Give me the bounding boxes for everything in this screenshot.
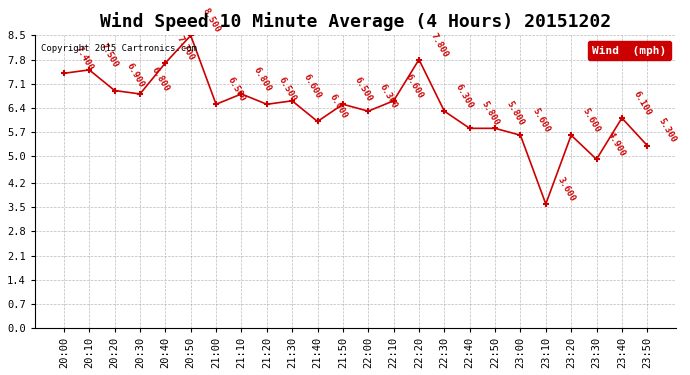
Text: 7.700: 7.700: [175, 34, 196, 62]
Wind  (mph): [237, 92, 246, 96]
Wind  (mph): [618, 116, 626, 120]
Wind  (mph): [110, 88, 119, 93]
Wind  (mph): [136, 92, 144, 96]
Wind  (mph): [339, 102, 347, 106]
Wind  (mph): [186, 33, 195, 38]
Text: 6.300: 6.300: [454, 82, 475, 110]
Text: 6.600: 6.600: [404, 72, 424, 100]
Text: 5.300: 5.300: [657, 117, 678, 145]
Text: 4.900: 4.900: [607, 131, 627, 159]
Wind  (mph): [161, 61, 170, 65]
Text: 6.500: 6.500: [277, 76, 298, 104]
Text: 6.300: 6.300: [378, 82, 400, 110]
Wind  (mph): [593, 157, 601, 162]
Wind  (mph): [288, 99, 296, 103]
Text: 6.900: 6.900: [124, 62, 146, 90]
Wind  (mph): [85, 68, 93, 72]
Text: 3.600: 3.600: [555, 176, 577, 203]
Text: 6.800: 6.800: [251, 65, 273, 93]
Text: 5.600: 5.600: [581, 106, 602, 135]
Wind  (mph): [212, 102, 220, 106]
Text: 7.400: 7.400: [74, 45, 95, 72]
Text: 5.800: 5.800: [480, 100, 501, 128]
Text: 6.800: 6.800: [150, 65, 171, 93]
Text: 6.500: 6.500: [226, 76, 247, 104]
Text: 7.500: 7.500: [99, 41, 120, 69]
Wind  (mph): [542, 202, 550, 206]
Text: Copyright 2015 Cartronics.com: Copyright 2015 Cartronics.com: [41, 44, 197, 53]
Title: Wind Speed 10 Minute Average (4 Hours) 20151202: Wind Speed 10 Minute Average (4 Hours) 2…: [100, 12, 611, 31]
Wind  (mph): [389, 99, 397, 103]
Text: 6.600: 6.600: [302, 72, 323, 100]
Text: 5.800: 5.800: [505, 100, 526, 128]
Text: 6.100: 6.100: [631, 90, 653, 117]
Wind  (mph): [466, 126, 474, 130]
Text: 6.000: 6.000: [327, 93, 348, 121]
Wind  (mph): [364, 109, 373, 113]
Text: 6.500: 6.500: [353, 76, 374, 104]
Text: 7.800: 7.800: [428, 31, 450, 59]
Wind  (mph): [415, 57, 423, 62]
Wind  (mph): [263, 102, 271, 106]
Wind  (mph): [60, 71, 68, 76]
Text: 8.500: 8.500: [200, 7, 221, 35]
Wind  (mph): [567, 133, 575, 138]
Wind  (mph): [313, 119, 322, 124]
Wind  (mph): [440, 109, 449, 113]
Line: Wind  (mph): Wind (mph): [61, 32, 651, 207]
Wind  (mph): [643, 143, 651, 148]
Text: 5.600: 5.600: [530, 106, 551, 135]
Wind  (mph): [516, 133, 524, 138]
Wind  (mph): [491, 126, 499, 130]
Legend: Wind  (mph): Wind (mph): [588, 41, 671, 60]
